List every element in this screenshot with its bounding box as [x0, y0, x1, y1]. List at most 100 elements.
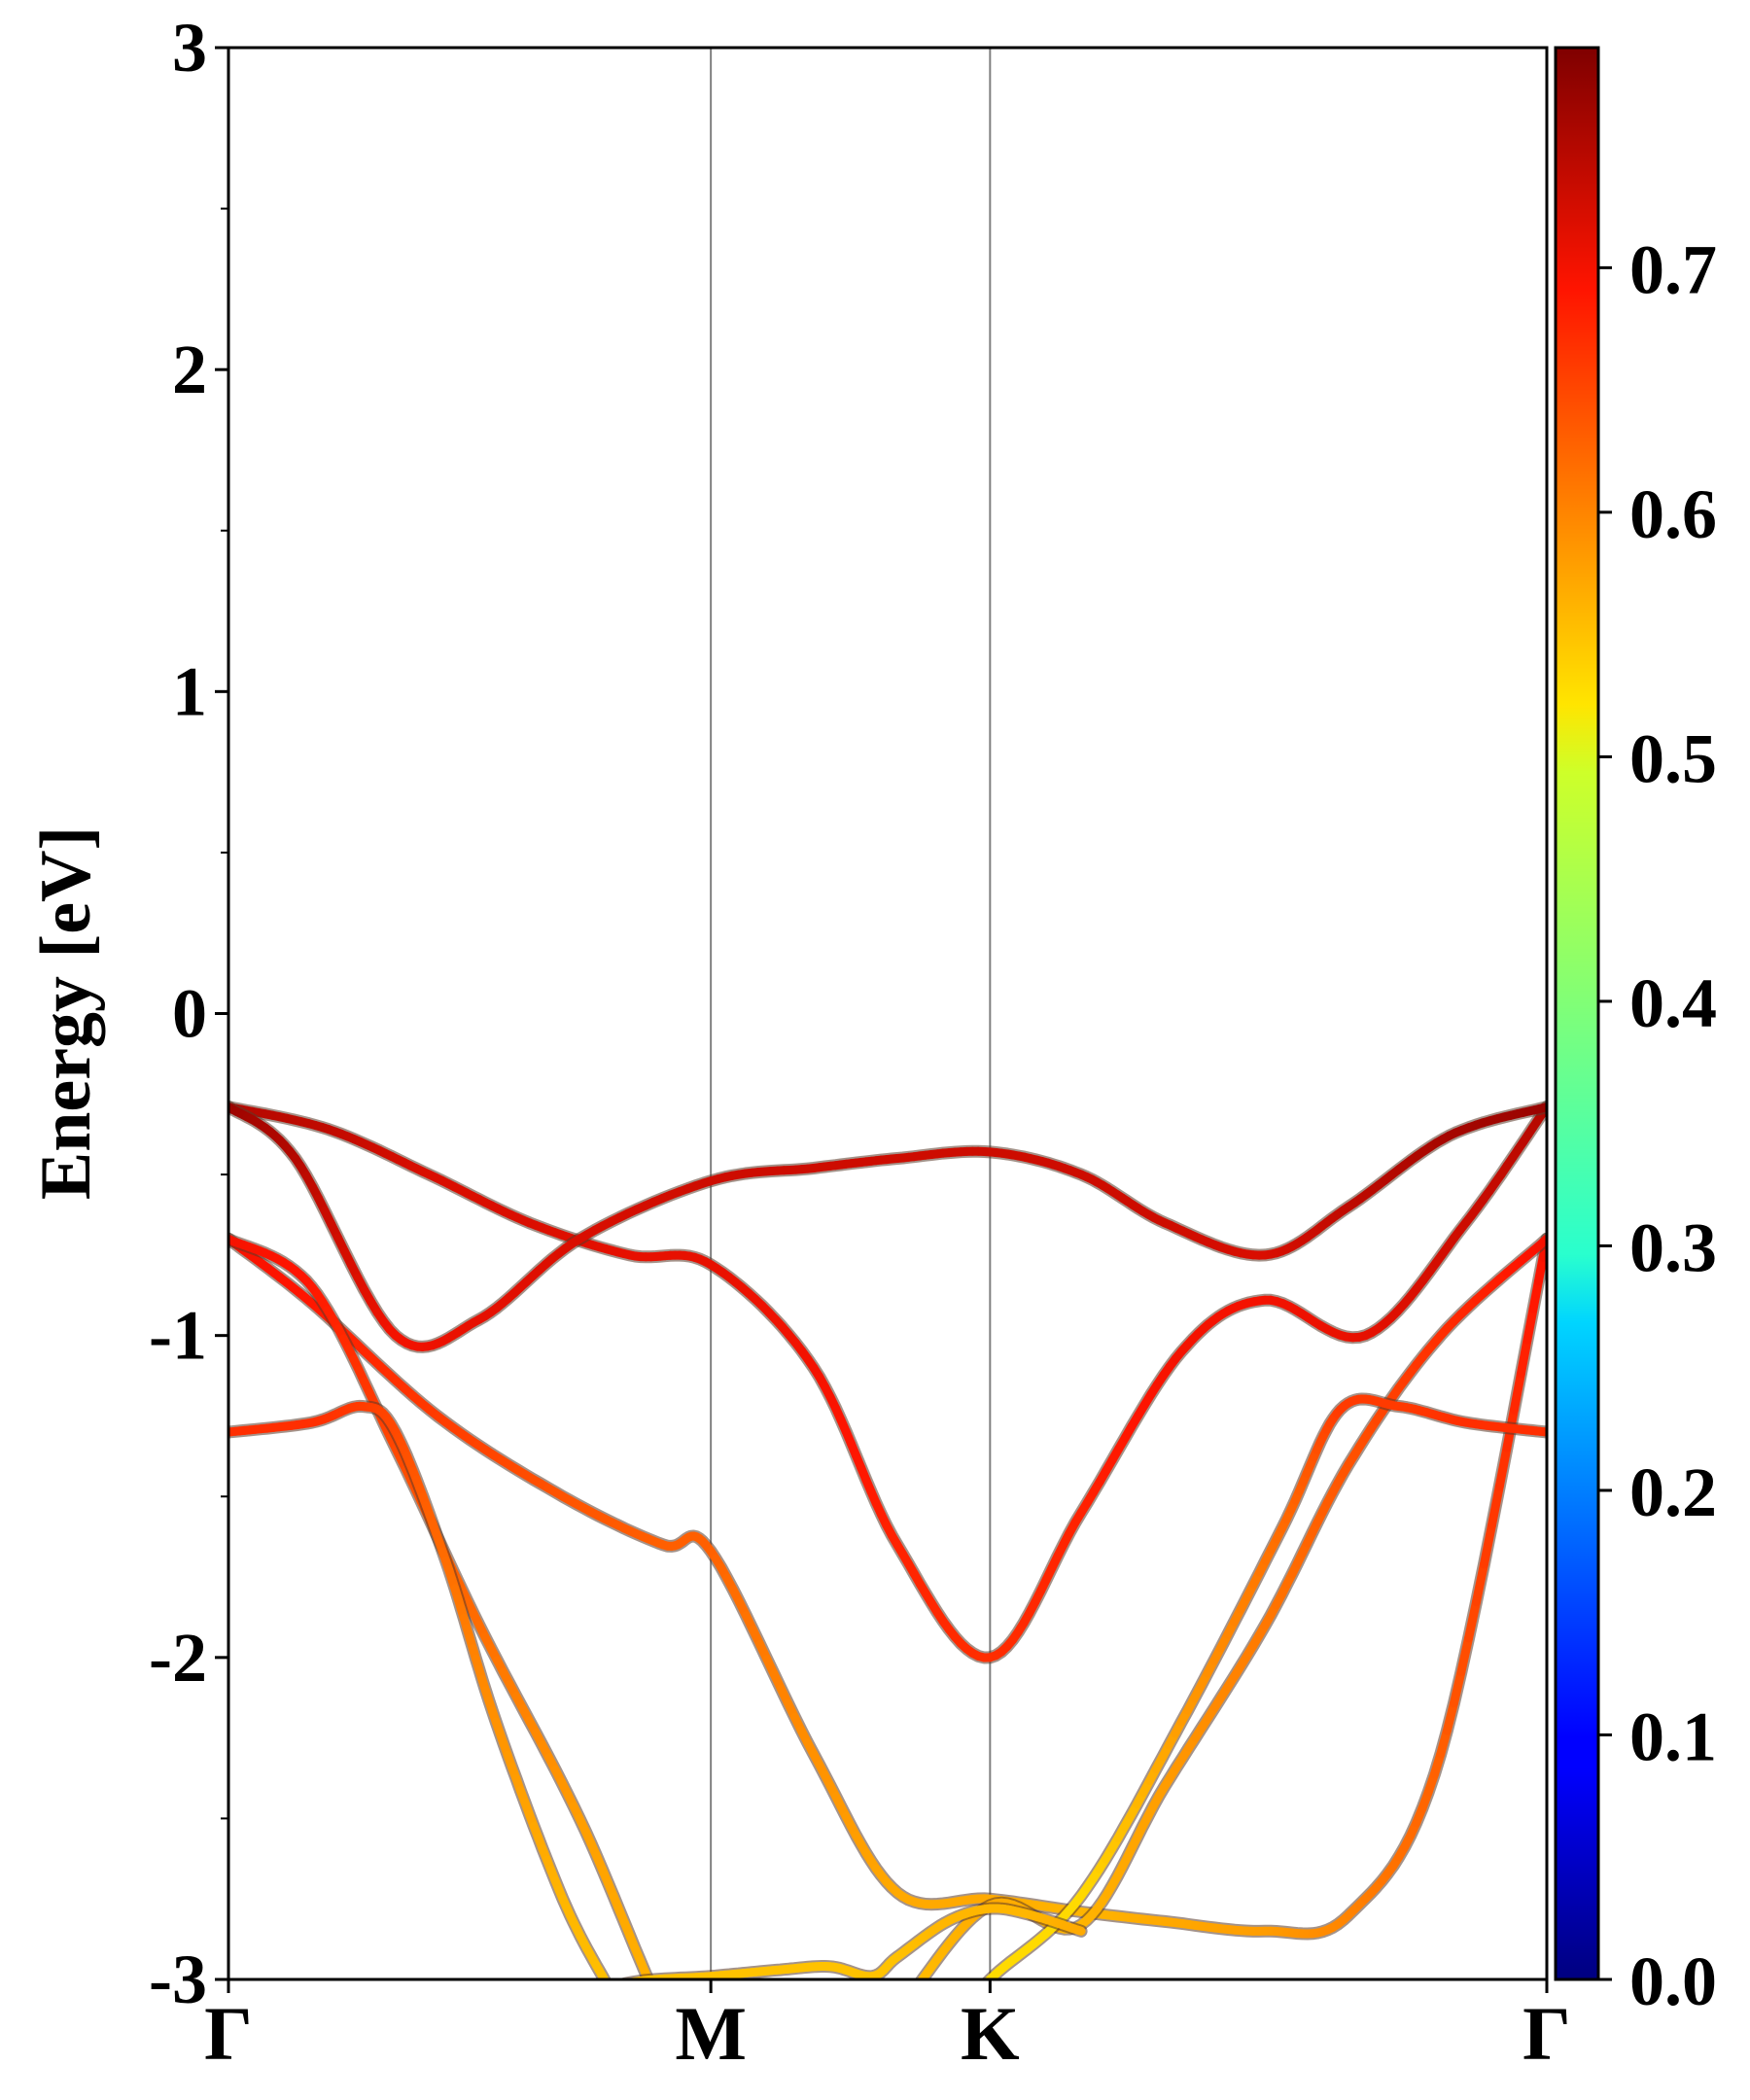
band-segment — [634, 2040, 636, 2044]
band-outline — [228, 1101, 1547, 1353]
band-segment — [830, 2093, 836, 2098]
band-segment — [568, 2002, 571, 2003]
band-segment — [1528, 1277, 1543, 1313]
band-segment — [1464, 1597, 1481, 1643]
band-segment — [611, 1986, 615, 1988]
band-segment — [622, 2013, 624, 2017]
band-segment — [861, 2054, 866, 2062]
colorbar: 0.0 0.1 0.2 0.3 0.4 0.5 0.6 0.7 — [1554, 46, 1717, 2020]
colorbar-gradient — [1554, 46, 1600, 1981]
band-segment — [747, 2096, 753, 2099]
band-segment — [663, 2085, 667, 2091]
band-segment — [930, 2040, 934, 2044]
band-segment — [624, 2017, 626, 2021]
x-tick-label: Γ — [204, 1991, 253, 2076]
high-symmetry-lines — [710, 48, 992, 1979]
band-segment — [627, 2025, 629, 2029]
band-segment — [909, 2068, 912, 2072]
band-segment — [601, 1989, 606, 1991]
y-tick-label: 2 — [172, 331, 207, 408]
band — [228, 1392, 1547, 2097]
y-axis: -3 -2 -1 0 1 2 3 — [149, 9, 228, 2018]
band-segment — [892, 2012, 897, 2018]
band-segment — [667, 2091, 671, 2097]
band-segment — [582, 1996, 586, 1998]
band-segment — [897, 2084, 900, 2088]
band-segment — [900, 2081, 903, 2084]
colorbar-tick-label: 0.6 — [1629, 475, 1717, 553]
band-curves — [228, 1101, 1547, 2099]
band-segment — [903, 2076, 906, 2080]
band-segment — [1472, 1559, 1488, 1607]
band-segment — [578, 1998, 582, 2000]
band-segment — [623, 1978, 627, 1979]
band-segment — [591, 1993, 596, 1995]
band-segment — [887, 2018, 892, 2025]
band-segment — [727, 2086, 733, 2090]
band-segment — [918, 2056, 921, 2060]
band-segment — [897, 2005, 903, 2012]
band-segment — [908, 1990, 914, 1998]
band-segment — [671, 2026, 674, 2032]
band-segment — [633, 2036, 635, 2040]
band-segment — [596, 1991, 601, 1993]
band-segment — [1487, 1482, 1504, 1530]
band-segment — [841, 2082, 846, 2087]
y-axis-label: Energy [eV] — [26, 826, 106, 1200]
y-tick-label: 3 — [172, 9, 207, 87]
y-tick-label: -1 — [149, 1297, 207, 1375]
band-segment — [906, 2072, 909, 2076]
band-segment — [587, 1994, 592, 1996]
band-segment — [654, 1994, 659, 2004]
band-segment — [571, 2001, 575, 2002]
band-segment — [1480, 1521, 1496, 1569]
band-segment — [1516, 1335, 1532, 1379]
band-segment — [652, 2070, 655, 2075]
band-segment — [1494, 1443, 1512, 1491]
band-segment — [563, 2005, 565, 2006]
band-segment — [921, 2052, 924, 2056]
band-segment — [733, 2089, 740, 2093]
band-segment — [857, 2061, 861, 2068]
band-segment — [1456, 1633, 1474, 1677]
band-segment — [565, 2004, 568, 2005]
band-segment — [894, 2088, 897, 2092]
band-segment — [955, 2012, 959, 2016]
band-segment — [620, 2010, 622, 2013]
band-segment — [851, 2069, 856, 2076]
band-segment — [903, 1998, 909, 2005]
band-segment — [611, 1990, 613, 1995]
band-segment — [659, 2081, 663, 2086]
band-segment — [667, 2019, 671, 2026]
y-tick-label: -3 — [149, 1941, 207, 2018]
band-segment — [615, 1985, 620, 1986]
band-segment — [625, 2021, 627, 2025]
band-segment — [649, 2065, 652, 2070]
band-segment — [928, 2044, 931, 2048]
band-segment — [716, 2080, 721, 2082]
band-segment — [912, 2064, 915, 2068]
band-segment — [626, 1977, 639, 1979]
band-segment — [836, 2088, 841, 2094]
band-segment — [917, 1978, 923, 1979]
y-tick-label: -2 — [149, 1619, 207, 1697]
band-segment — [1509, 1369, 1525, 1415]
band-segment — [617, 2005, 619, 2010]
band-segment — [937, 2032, 941, 2036]
colorbar-ticks: 0.0 0.1 0.2 0.3 0.4 0.5 0.6 0.7 — [1598, 230, 1717, 2020]
band-segment — [663, 2012, 667, 2019]
band-segment — [846, 2076, 851, 2082]
band-segment — [631, 2033, 633, 2037]
band-segment — [882, 2025, 887, 2032]
plot-frame — [227, 46, 1549, 1981]
band-segment — [648, 1978, 652, 1979]
band-segment — [647, 2060, 649, 2065]
band-segment — [629, 2029, 631, 2033]
band-segment — [925, 2048, 928, 2051]
colorbar-tick-label: 0.4 — [1629, 964, 1717, 1042]
band-segment — [721, 2082, 727, 2086]
band-segment — [981, 1984, 986, 1989]
band-segment — [1522, 1304, 1538, 1345]
band-segment — [641, 2051, 644, 2055]
